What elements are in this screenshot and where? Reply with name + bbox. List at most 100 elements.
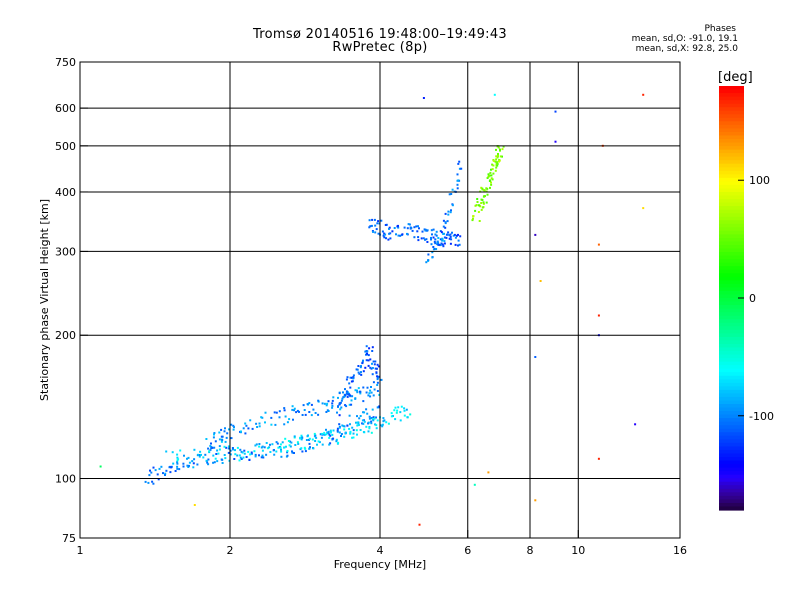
data-point: [453, 233, 456, 236]
data-point: [365, 408, 368, 411]
data-point: [208, 450, 211, 453]
data-point: [258, 445, 261, 448]
data-point: [278, 416, 281, 419]
data-point: [370, 391, 373, 394]
data-point: [242, 456, 245, 459]
data-point: [403, 407, 406, 410]
data-point: [367, 359, 370, 362]
data-point: [642, 93, 645, 96]
data-point: [494, 160, 497, 163]
colorbar-segment: [719, 199, 744, 204]
data-point: [227, 451, 230, 454]
colorbar-unit: [deg]: [718, 70, 753, 85]
data-point: [164, 474, 166, 476]
data-point: [458, 160, 461, 163]
data-point: [497, 146, 500, 149]
data-point: [335, 438, 338, 441]
y-tick-label: 300: [55, 245, 76, 258]
data-point: [221, 462, 224, 464]
colorbar-segment: [719, 428, 744, 433]
data-point: [430, 238, 432, 241]
data-point: [345, 378, 348, 381]
data-point: [229, 449, 232, 452]
data-point: [340, 435, 342, 437]
data-point: [375, 367, 378, 370]
data-point: [276, 442, 279, 445]
data-point: [373, 388, 376, 391]
data-point: [261, 445, 264, 448]
data-point: [243, 452, 246, 455]
data-point: [193, 504, 196, 506]
data-point: [314, 412, 317, 414]
x-tick-label: 4: [377, 544, 384, 557]
colorbar-segment: [719, 209, 744, 214]
data-point: [313, 432, 316, 435]
data-point: [304, 413, 307, 416]
data-point: [368, 219, 371, 222]
data-point: [327, 430, 330, 433]
data-point: [314, 440, 317, 442]
data-point: [193, 458, 196, 461]
data-point: [485, 201, 488, 204]
data-point: [432, 228, 435, 231]
data-point: [329, 434, 332, 437]
data-point: [443, 242, 446, 245]
colorbar-segment: [719, 252, 744, 257]
data-point: [480, 198, 483, 201]
data-point: [307, 434, 309, 437]
data-point: [178, 468, 181, 471]
data-point: [229, 453, 232, 456]
data-point: [352, 374, 355, 377]
data-point: [354, 389, 357, 392]
data-point: [210, 447, 213, 450]
data-point: [441, 237, 444, 240]
data-point: [225, 436, 228, 439]
colorbar-segment: [719, 121, 744, 126]
colorbar-segment: [719, 287, 744, 292]
colorbar-segment: [719, 298, 744, 303]
data-point: [327, 400, 330, 403]
data-point: [459, 235, 462, 238]
data-point: [372, 416, 375, 419]
data-point: [169, 471, 172, 474]
data-point: [356, 421, 359, 424]
data-point: [457, 239, 460, 242]
data-point: [279, 446, 282, 449]
data-point: [260, 456, 263, 459]
data-point: [291, 451, 294, 454]
data-point: [186, 464, 189, 467]
data-point: [270, 423, 273, 426]
data-point: [439, 238, 442, 241]
data-point: [372, 360, 375, 363]
colorbar-segment: [719, 184, 744, 190]
data-point: [375, 371, 378, 374]
data-point: [372, 419, 375, 422]
data-point: [442, 245, 445, 248]
data-point: [233, 426, 235, 429]
data-point: [218, 438, 221, 441]
data-point: [497, 155, 499, 157]
data-point: [388, 227, 390, 230]
data-point: [417, 236, 420, 239]
data-point: [247, 427, 250, 430]
data-point: [472, 217, 474, 220]
colorbar-segment: [719, 290, 744, 296]
data-point: [437, 237, 440, 239]
data-point: [325, 404, 328, 407]
data-point: [288, 418, 291, 421]
data-point: [336, 427, 339, 430]
data-point: [332, 437, 335, 440]
data-point: [497, 160, 500, 163]
data-point: [160, 465, 163, 468]
data-point: [375, 416, 377, 419]
y-axis-label: Stationary phase Virtual Height [km]: [38, 199, 51, 401]
data-point: [444, 212, 447, 215]
y-tick-label: 600: [55, 102, 76, 115]
data-point: [176, 467, 179, 470]
data-point: [232, 448, 234, 451]
data-point: [359, 392, 362, 395]
data-point: [371, 218, 374, 221]
data-point: [215, 453, 218, 455]
data-point: [457, 162, 460, 165]
colorbar-segment: [719, 421, 744, 426]
